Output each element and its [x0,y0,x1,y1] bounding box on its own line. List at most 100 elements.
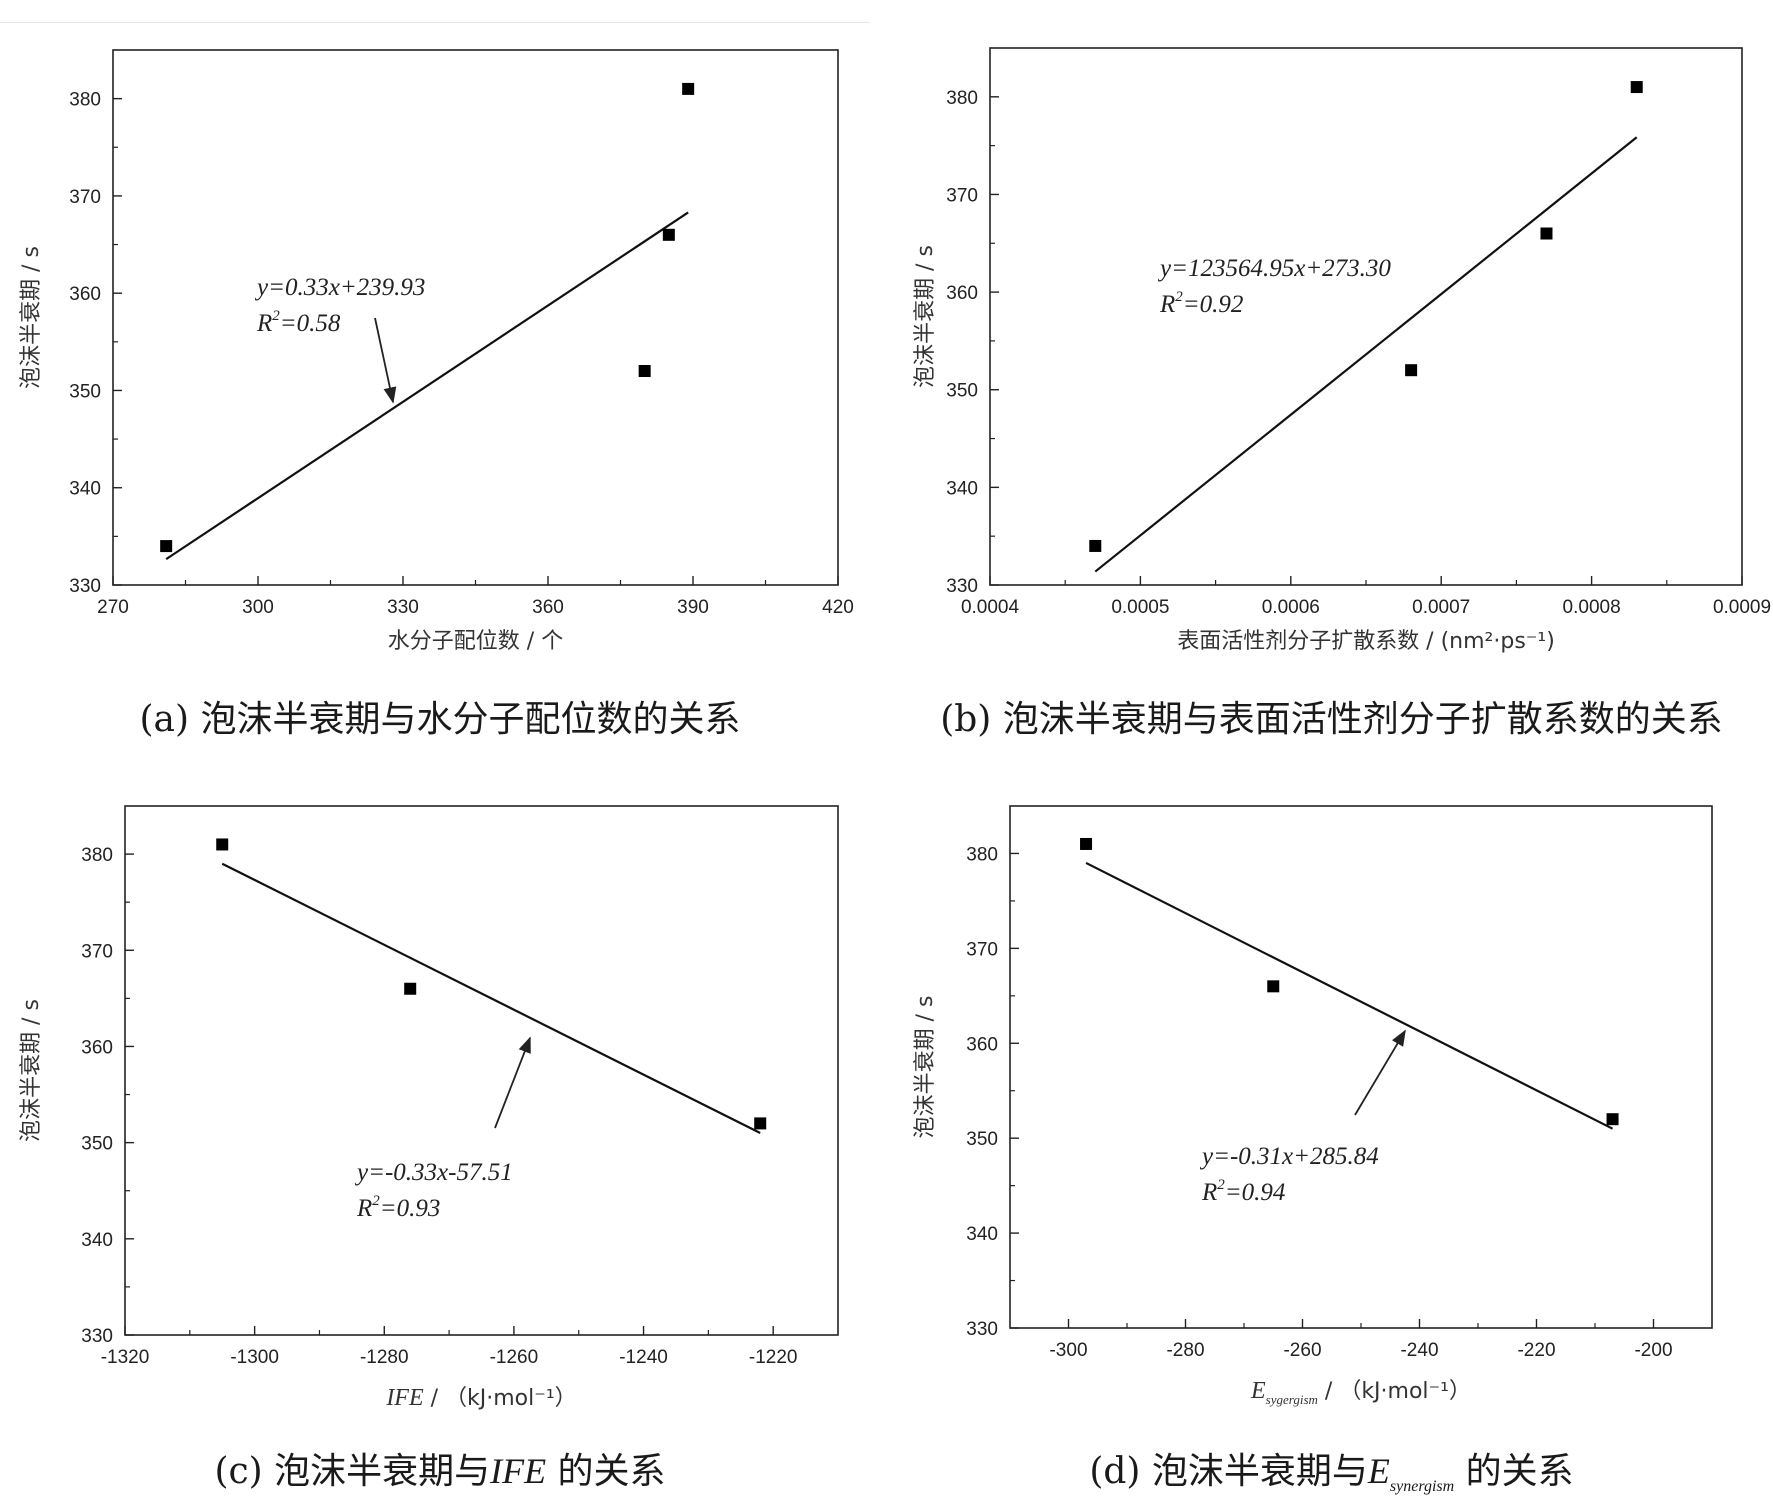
y-tick-label: 350 [69,381,101,402]
caption-c-suffix: 的关系 [546,1451,666,1492]
data-point [754,1117,767,1130]
caption-a: (a) 泡沫半衰期与水分子配位数的关系 [139,699,741,740]
x-tick-label: 0.0009 [1713,597,1771,618]
chart-svg-d: 330 340 350 360 370 380 -300 -280 -260 -240 -220 -2… [913,805,1713,1407]
x-tick-label: 0.0008 [1563,597,1621,618]
x-tick-label: -1240 [619,1347,668,1368]
y-tick-label: 380 [81,845,113,866]
data-point [160,540,173,553]
y-tick-label: 380 [946,88,978,109]
caption-c-prefix: (c) 泡沫半衰期与 [214,1451,491,1492]
y-axis-label: 泡沫半衰期 / s [913,245,938,388]
fit-line [1085,861,1614,1130]
annotation-arrow [374,317,397,404]
y-tick-label: 360 [69,284,101,305]
data-point [638,365,651,377]
x-axis-label: Esygergism / （kJ·mol⁻¹） [1250,1378,1471,1407]
y-tick-label: 350 [81,1134,113,1155]
y-tick-label: 340 [81,1230,113,1251]
x-tick-label: 270 [97,597,129,618]
x-tick-label: -200 [1634,1340,1672,1361]
chart-b: 330 340 350 360 370 380 0.0004 0.0005 0.0006 0.00… [890,0,1773,745]
y-tick-label: 330 [966,1319,998,1340]
plot-frame [1009,805,1713,1329]
x-tick-label: 390 [677,597,709,618]
x-axis-label: 表面活性剂分子扩散系数 / (nm²·ps⁻¹) [1177,629,1555,654]
x-tick-label: 360 [532,597,564,618]
chart-svg-b: 330 340 350 360 370 380 0.0004 0.0005 0.0006 0.00… [913,47,1771,654]
data-point [1540,227,1553,240]
x-tick-label: -1320 [101,1347,150,1368]
y-tick-label: 330 [946,576,978,597]
y-axis-label: 泡沫半衰期 / s [19,246,44,389]
data-point [216,838,229,851]
chart-a: 330 340 350 360 370 380 270 300 330 360 390 420 泡沫半衰… [0,0,880,745]
x-axis-label: IFE / （kJ·mol⁻¹） [385,1385,576,1411]
data-point [1630,81,1643,94]
x-tick-label: 0.0005 [1111,597,1169,618]
chart-c: 330 340 350 360 370 380 -1320 -1300 -1280 -1260 -1… [0,750,880,1505]
y-tick-label: 330 [69,576,101,597]
caption-d-italic: E [1367,1451,1390,1491]
x-tick-label: -1220 [749,1347,798,1368]
chart-svg-c: 330 340 350 360 370 380 -1320 -1300 -1280 -1260 -1… [19,805,839,1411]
y-tick-label: 350 [946,381,978,402]
fit-equation: y=-0.31x+285.84 [1199,1143,1379,1170]
annotation-arrow [494,1036,531,1129]
caption-c-italic: IFE [490,1451,547,1491]
r-squared: R2=0.92 [1159,289,1243,318]
x-tick-label: -1300 [230,1347,279,1368]
y-tick-label: 360 [966,1034,998,1055]
annotation-arrow [1354,1029,1406,1116]
caption-c: (c) 泡沫半衰期与IFE 的关系 [0,1442,880,1494]
y-tick-label: 340 [966,1224,998,1245]
fit-line [165,211,689,561]
y-tick-label: 370 [69,187,101,208]
caption-b: (b) 泡沫半衰期与表面活性剂分子扩散系数的关系 [940,699,1723,740]
r-squared: R2=0.93 [356,1193,440,1222]
x-tick-label: 0.0007 [1412,597,1470,618]
fit-equation: y=0.33x+239.93 [254,274,425,301]
y-tick-label: 340 [69,479,101,500]
y-tick-label: 330 [81,1326,113,1347]
plot-frame [989,47,1743,586]
x-tick-label: 300 [242,597,274,618]
x-tick-label: -240 [1400,1340,1438,1361]
fit-equation: y=123564.95x+273.30 [1157,255,1391,282]
x-tick-label: -280 [1166,1340,1204,1361]
data-point [682,82,695,95]
data-point [404,982,417,995]
y-tick-label: 380 [966,844,998,865]
fit-line [221,862,761,1135]
data-point [1267,980,1280,993]
y-axis-label: 泡沫半衰期 / s [19,999,44,1142]
plot-frame [112,49,839,586]
fit-equation: y=-0.33x-57.51 [354,1159,513,1186]
r-squared: R2=0.58 [256,308,341,337]
y-tick-label: 360 [81,1037,113,1058]
y-axis-label: 泡沫半衰期 / s [913,996,938,1139]
y-tick-label: 350 [966,1129,998,1150]
x-tick-label: -300 [1049,1340,1087,1361]
fit-line [1094,136,1638,573]
x-tick-label: -1260 [490,1347,539,1368]
chart-d: 330 340 350 360 370 380 -300 -280 -260 -240 -220 -2… [890,750,1773,1505]
y-tick-label: 370 [946,185,978,206]
data-point [662,228,675,241]
chart-svg-a: 330 340 350 360 370 380 270 300 330 360 390 420 泡沫半衰… [19,49,854,654]
y-tick-label: 340 [946,478,978,499]
caption-d: (d) 泡沫半衰期与Esynergism 的关系 [890,1442,1773,1496]
y-tick-label: 360 [946,283,978,304]
data-point [1089,539,1102,552]
y-tick-label: 370 [966,939,998,960]
caption-d-prefix: (d) 泡沫半衰期与 [1089,1451,1368,1492]
r-squared: R2=0.94 [1201,1177,1285,1206]
caption-d-suffix: 的关系 [1454,1451,1574,1492]
x-tick-label: -1280 [360,1347,409,1368]
y-tick-label: 380 [69,90,101,111]
x-tick-label: -220 [1517,1340,1555,1361]
data-point [1080,837,1093,850]
x-tick-label: 0.0004 [961,597,1020,618]
y-tick-label: 370 [81,941,113,962]
caption-d-sub: synergism [1389,1478,1455,1496]
